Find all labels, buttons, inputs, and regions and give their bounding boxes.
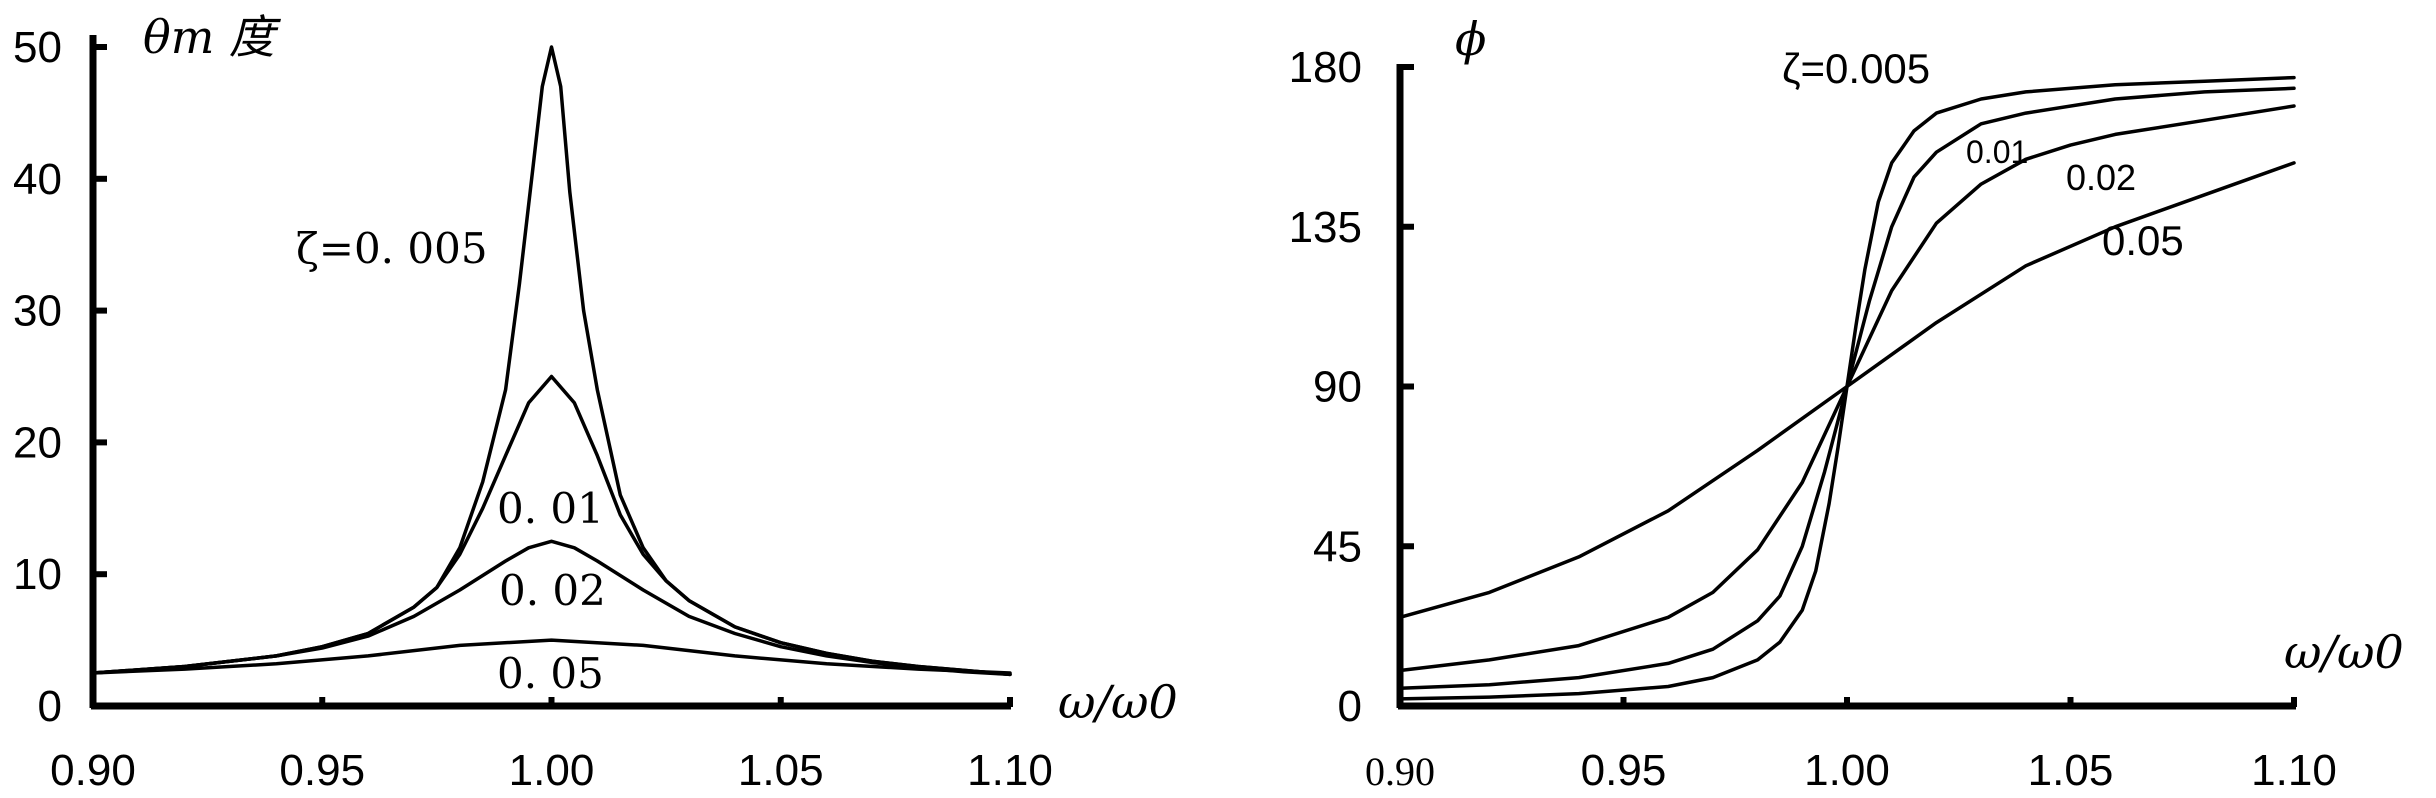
left-series-line-3: [91, 638, 1012, 675]
left-x-tick-label: 0.95: [279, 746, 365, 795]
right-chart-x-ticks: 0.90 0.95 1.00 1.05 1.10: [1365, 697, 2337, 795]
left-x-tick-label: 0.90: [50, 746, 136, 795]
right-x-tick-label: 0.95: [1581, 746, 1667, 795]
left-y-tick-label: 40: [13, 155, 62, 204]
right-y-tick-label: 90: [1313, 363, 1362, 412]
left-y-tick-label: 0: [38, 682, 62, 731]
left-y-tick-label: 10: [13, 550, 62, 599]
right-y-tick-label: 45: [1313, 522, 1362, 571]
left-x-tick-label: 1.05: [738, 746, 824, 795]
right-x-tick-label: 0.90: [1365, 749, 1435, 794]
right-chart-y-ticks: 0 45 90 135 180: [1289, 43, 1414, 731]
left-series-line-2: [91, 539, 1012, 677]
left-chart-amplitude: 0.90 0.95 1.00 1.05 1.10 0 10 20 30 40 50 θm 度 ω/…: [13, 10, 1178, 795]
left-chart-y-ticks: 0 10 20 30 40 50: [13, 23, 107, 731]
right-y-tick-label: 0: [1338, 682, 1362, 731]
left-x-tick-label: 1.10: [967, 746, 1053, 795]
left-y-tick-label: 50: [13, 23, 62, 72]
left-label-series-3: 0. 05: [497, 649, 604, 698]
left-y-tick-label: 20: [13, 418, 62, 467]
left-x-tick-label: 1.00: [509, 746, 595, 795]
left-label-series-1: 0. 01: [497, 484, 604, 533]
right-x-tick-label: 1.05: [2028, 746, 2114, 795]
left-chart-series-group: [91, 45, 1012, 677]
right-y-tick-label: 135: [1289, 203, 1362, 252]
left-y-tick-label: 30: [13, 287, 62, 336]
left-series-line-1: [91, 374, 1012, 677]
left-label-series-0: ζ=0. 005: [296, 224, 488, 273]
right-label-series-1: 0.01: [1966, 134, 2028, 170]
left-chart-y-axis-title: θm 度: [143, 10, 282, 64]
right-x-tick-label: 1.10: [2251, 746, 2337, 795]
left-chart-x-ticks: 0.90 0.95 1.00 1.05 1.10: [50, 697, 1053, 795]
right-label-series-3: 0.05: [2102, 217, 2184, 264]
right-chart-y-axis-title: ϕ: [1455, 12, 1486, 66]
right-chart-x-axis-title: ω/ω0: [2284, 625, 2404, 679]
right-label-series-0: ζ=0.005: [1782, 45, 1930, 92]
right-y-tick-label: 180: [1289, 43, 1362, 92]
left-label-series-2: 0. 02: [499, 566, 606, 615]
right-series-line-2: [1398, 104, 2296, 673]
right-label-series-2: 0.02: [2066, 157, 2136, 198]
left-chart-x-axis-title: ω/ω0: [1058, 675, 1178, 729]
right-x-tick-label: 1.00: [1804, 746, 1890, 795]
right-chart-series-group: [1398, 75, 2296, 701]
right-series-line-3: [1398, 161, 2296, 620]
